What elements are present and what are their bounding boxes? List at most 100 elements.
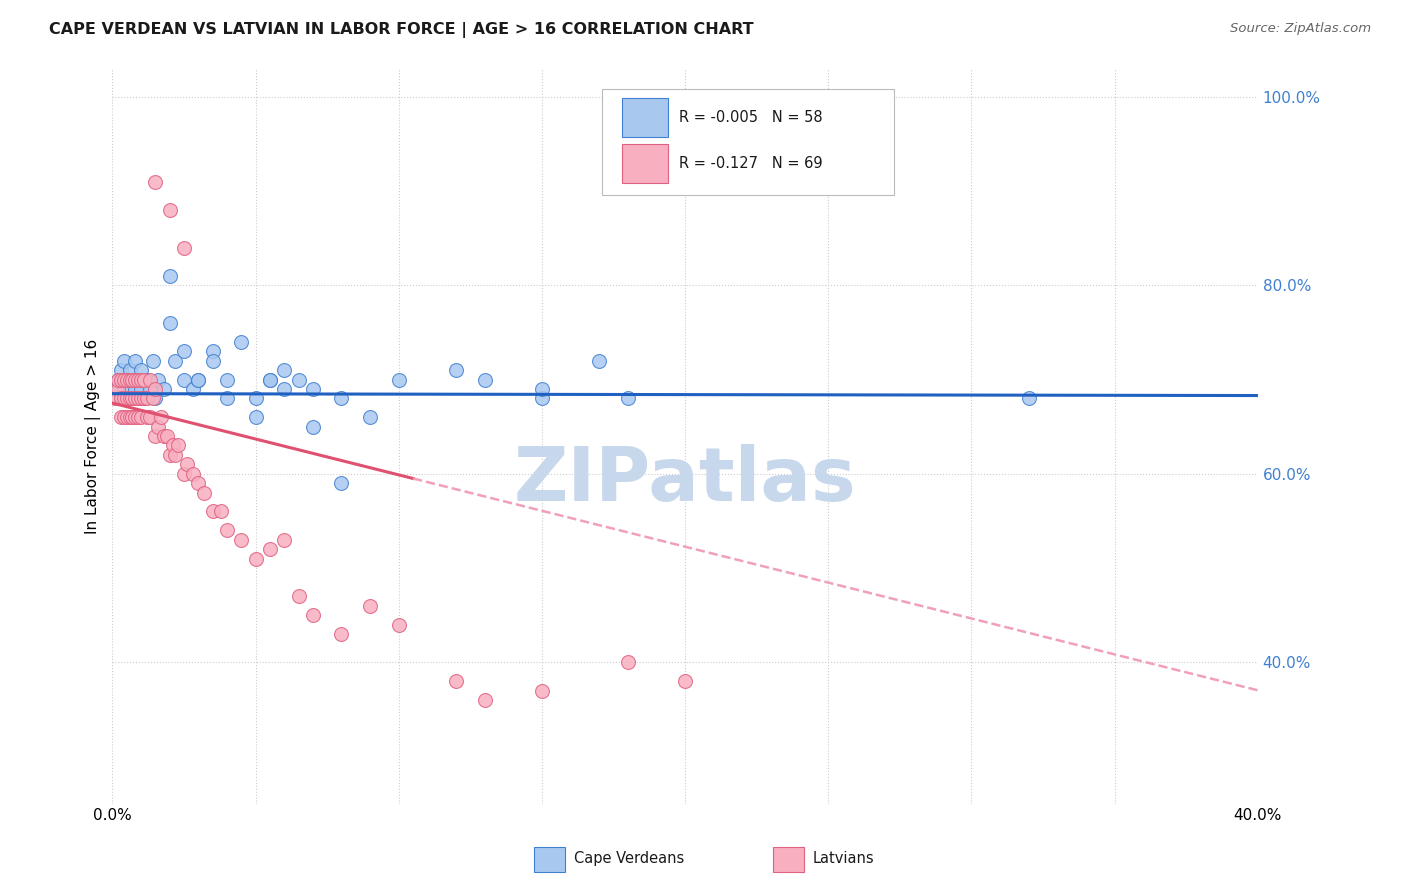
Point bbox=[132, 372, 155, 386]
Point bbox=[127, 372, 149, 386]
Point bbox=[121, 392, 143, 406]
Point bbox=[474, 372, 496, 386]
Point bbox=[118, 410, 141, 425]
Point bbox=[330, 392, 353, 406]
Point bbox=[124, 410, 146, 425]
Point bbox=[127, 372, 149, 386]
Point bbox=[135, 372, 157, 386]
Point bbox=[388, 617, 411, 632]
Point bbox=[129, 372, 152, 386]
Point bbox=[215, 524, 238, 538]
Point bbox=[193, 485, 215, 500]
Point bbox=[359, 599, 381, 613]
Point bbox=[118, 372, 141, 386]
Point bbox=[104, 382, 127, 396]
Point bbox=[215, 372, 238, 386]
Point bbox=[153, 382, 176, 396]
Point bbox=[129, 382, 152, 396]
Text: ZIPatlas: ZIPatlas bbox=[513, 443, 856, 516]
Text: Source: ZipAtlas.com: Source: ZipAtlas.com bbox=[1230, 22, 1371, 36]
Point bbox=[132, 392, 155, 406]
Point bbox=[121, 372, 143, 386]
Point bbox=[330, 627, 353, 641]
Point bbox=[110, 392, 132, 406]
Point bbox=[124, 392, 146, 406]
Text: Latvians: Latvians bbox=[813, 851, 875, 866]
Point bbox=[530, 392, 553, 406]
Point bbox=[138, 382, 160, 396]
Point bbox=[201, 353, 224, 368]
Point bbox=[231, 334, 253, 349]
Point bbox=[245, 392, 267, 406]
Point bbox=[159, 316, 181, 330]
Point bbox=[115, 392, 138, 406]
Point bbox=[115, 372, 138, 386]
Point bbox=[302, 608, 325, 623]
Point bbox=[162, 438, 184, 452]
Point bbox=[187, 476, 209, 491]
Point bbox=[138, 372, 160, 386]
Point bbox=[588, 353, 610, 368]
Point bbox=[141, 353, 163, 368]
Point bbox=[156, 429, 179, 443]
Point bbox=[118, 392, 141, 406]
Point bbox=[145, 392, 167, 406]
Point bbox=[118, 363, 141, 377]
Point bbox=[444, 363, 467, 377]
Point bbox=[215, 392, 238, 406]
Point bbox=[121, 392, 143, 406]
Point bbox=[181, 382, 204, 396]
Point bbox=[118, 382, 141, 396]
Point bbox=[530, 683, 553, 698]
Point bbox=[115, 392, 138, 406]
Point bbox=[148, 419, 170, 434]
Point bbox=[359, 410, 381, 425]
Point bbox=[124, 353, 146, 368]
Point bbox=[112, 410, 135, 425]
Point bbox=[245, 551, 267, 566]
Point bbox=[124, 382, 146, 396]
Y-axis label: In Labor Force | Age > 16: In Labor Force | Age > 16 bbox=[86, 338, 101, 533]
Point bbox=[167, 438, 190, 452]
Point bbox=[112, 353, 135, 368]
Point bbox=[259, 542, 281, 557]
Point bbox=[129, 410, 152, 425]
Point bbox=[530, 382, 553, 396]
Text: CAPE VERDEAN VS LATVIAN IN LABOR FORCE | AGE > 16 CORRELATION CHART: CAPE VERDEAN VS LATVIAN IN LABOR FORCE |… bbox=[49, 22, 754, 38]
Point bbox=[112, 372, 135, 386]
Point bbox=[209, 504, 232, 518]
Point bbox=[132, 392, 155, 406]
Point bbox=[127, 392, 149, 406]
Point bbox=[165, 353, 187, 368]
Point bbox=[124, 372, 146, 386]
Point bbox=[112, 382, 135, 396]
Point bbox=[201, 344, 224, 359]
Point bbox=[302, 382, 325, 396]
Text: Cape Verdeans: Cape Verdeans bbox=[574, 851, 683, 866]
Point bbox=[176, 458, 198, 472]
Point bbox=[444, 674, 467, 689]
Point bbox=[153, 429, 176, 443]
Point bbox=[259, 372, 281, 386]
Point bbox=[107, 372, 129, 386]
Point bbox=[201, 504, 224, 518]
Text: R = -0.127   N = 69: R = -0.127 N = 69 bbox=[679, 156, 823, 171]
Point bbox=[287, 372, 309, 386]
Point bbox=[127, 410, 149, 425]
Point bbox=[273, 533, 295, 547]
Point bbox=[302, 419, 325, 434]
Point bbox=[129, 392, 152, 406]
Point bbox=[135, 392, 157, 406]
Point bbox=[187, 372, 209, 386]
Point bbox=[150, 410, 173, 425]
Point bbox=[173, 372, 195, 386]
Point bbox=[107, 372, 129, 386]
Point bbox=[135, 410, 157, 425]
Point bbox=[141, 392, 163, 406]
Point bbox=[112, 392, 135, 406]
Point bbox=[231, 533, 253, 547]
Point bbox=[173, 467, 195, 481]
Point bbox=[110, 363, 132, 377]
Point bbox=[273, 363, 295, 377]
Point bbox=[273, 382, 295, 396]
